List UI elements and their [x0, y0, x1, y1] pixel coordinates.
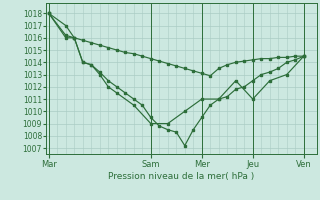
X-axis label: Pression niveau de la mer( hPa ): Pression niveau de la mer( hPa )	[108, 172, 254, 181]
